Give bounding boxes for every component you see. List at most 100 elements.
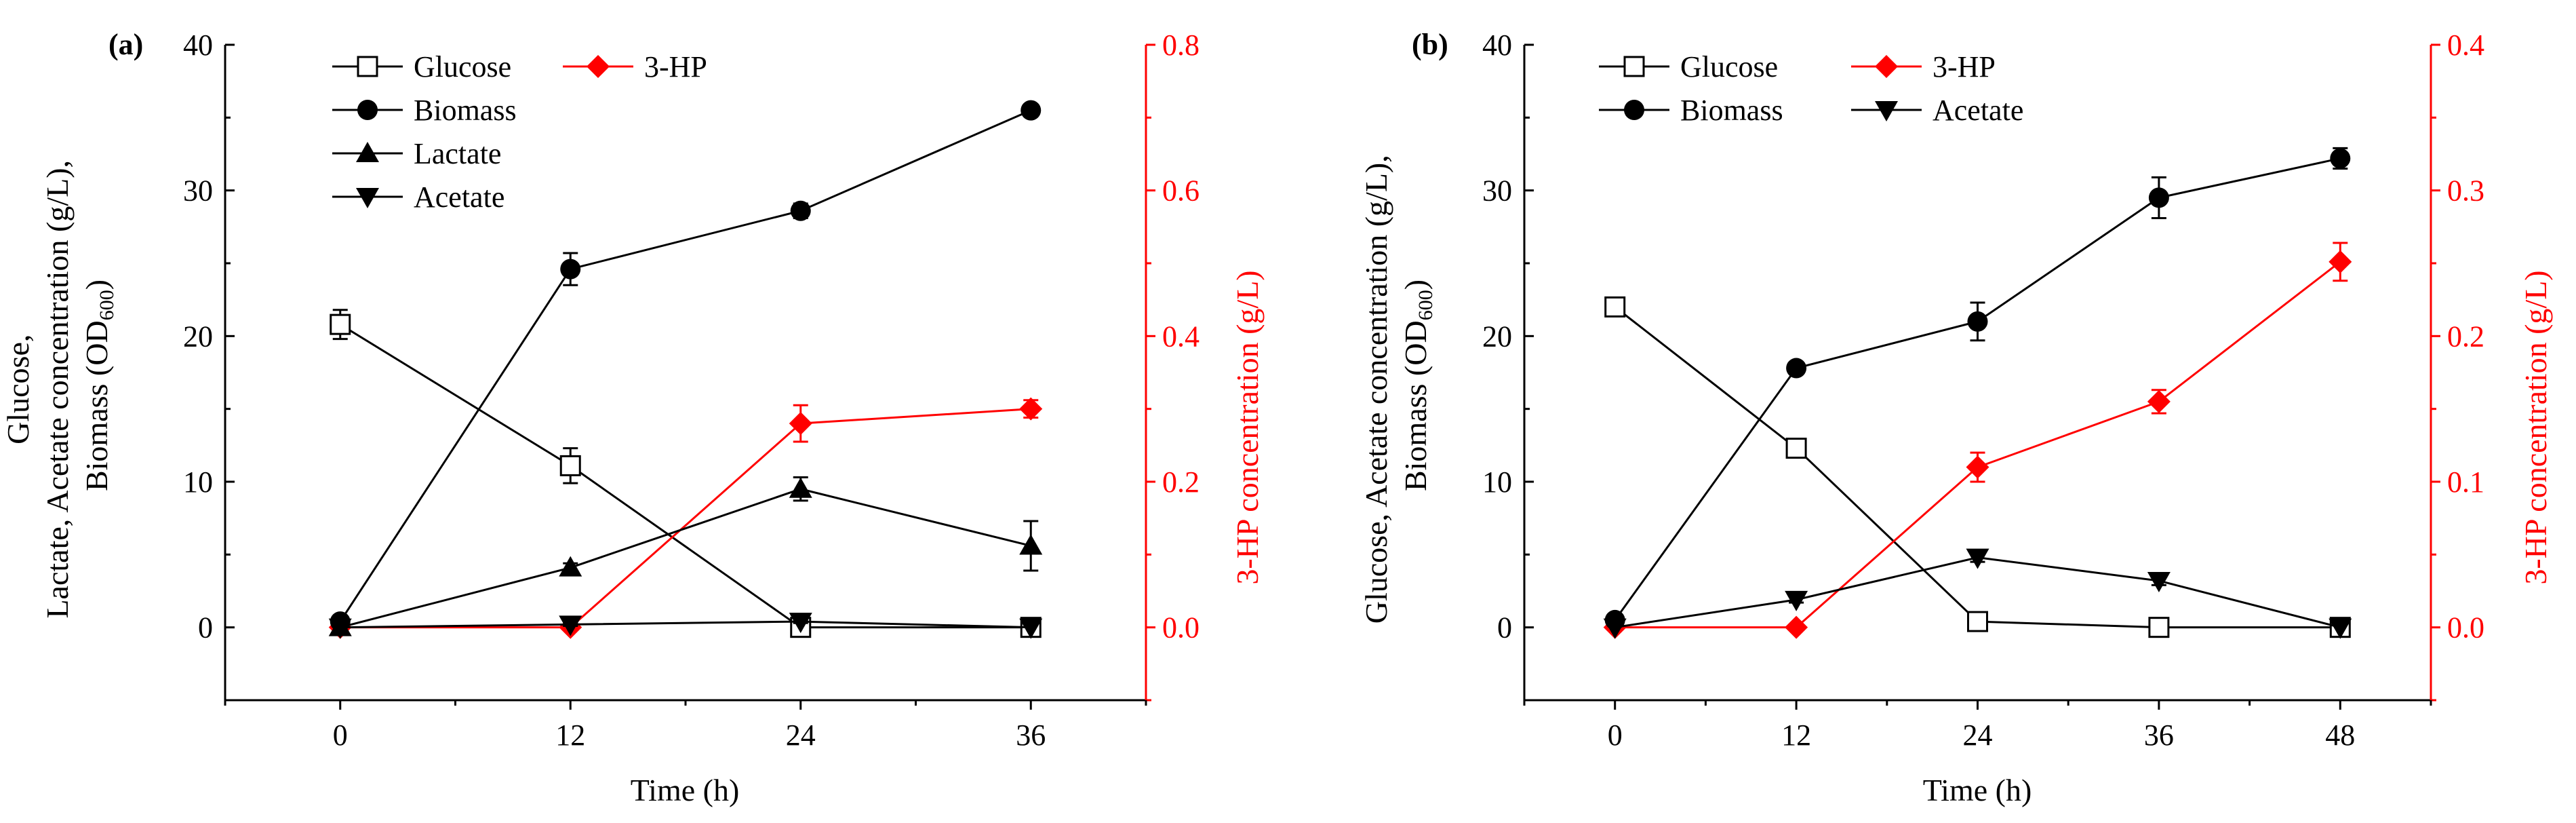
glucose-point-b <box>1785 438 1807 459</box>
glucose-point-b <box>1967 611 1988 632</box>
legend-glucose-marker-b <box>1623 56 1645 77</box>
acetate-point-b <box>2147 571 2171 592</box>
biomass-point-b <box>2330 148 2351 169</box>
y-axis-label-b-line2: Biomass (OD <box>1398 320 1433 491</box>
y2-tick-label-a: 0.8 <box>1162 28 1200 62</box>
y2-tick-label-a: 0.4 <box>1162 320 1200 353</box>
lactate-point-a <box>559 556 582 577</box>
panel-b: (b) Time (h) 3-HP concentration (g/L) Gl… <box>1359 28 2553 807</box>
y2-tick-label-b: 0.1 <box>2447 465 2484 499</box>
lactate-point-a <box>789 477 812 498</box>
legend-biomass-marker-b <box>1624 100 1644 120</box>
y-tick-label-a: 0 <box>198 611 213 645</box>
glucose-point-b <box>1604 296 1626 318</box>
legend-acetate-marker-a <box>356 188 379 208</box>
glucose-line-a <box>339 323 1031 629</box>
biomass-point-a <box>1021 100 1042 121</box>
y-axis-label-a-line3: Biomass (OD <box>79 320 114 491</box>
legend-lactate-marker-a <box>356 142 379 162</box>
x-tick-label-a: 24 <box>786 719 816 752</box>
legend-glucose-marker-a <box>357 56 378 77</box>
y-tick-label-b: 0 <box>1497 611 1512 645</box>
y-tick-label-b: 10 <box>1482 465 1512 499</box>
y-tick-label-a: 20 <box>183 320 213 353</box>
y2-tick-label-a: 0.6 <box>1162 174 1200 208</box>
y-tick-label-a: 40 <box>183 28 213 62</box>
legend-acetate-label-b: Acetate <box>1933 94 2023 127</box>
3-hp-point-b <box>2147 389 2171 413</box>
acetate-point-b <box>2329 618 2352 639</box>
3-hp-point-b <box>1785 615 1808 639</box>
glucose-point-b <box>2148 617 2170 638</box>
biomass-point-b <box>2148 187 2169 208</box>
y-axis-label-b-line1: Glucose, Acetate concentration (g/L), <box>1359 155 1393 624</box>
lactate-line-a <box>340 488 1031 629</box>
biomass-point-a <box>790 200 811 221</box>
3-hp-point-b <box>1966 455 1989 479</box>
acetate-point-b <box>1603 618 1627 639</box>
acetate-point-a <box>559 615 582 636</box>
legend-biomass-label-a: Biomass <box>414 94 517 127</box>
x-tick-label-a: 12 <box>555 719 585 752</box>
acetate-point-a <box>789 613 812 634</box>
y-axis-label-a-subscript: 600 <box>96 290 118 320</box>
y2-tick-label-b: 0.3 <box>2447 174 2484 208</box>
y2-axis-label-b: 3-HP concentration (g/L) <box>2518 270 2553 584</box>
biomass-line-a <box>339 109 1031 622</box>
y-axis-label-a-close: ) <box>79 280 114 290</box>
y2-tick-label-a: 0.0 <box>1162 611 1200 645</box>
x-tick-label-a: 36 <box>1016 719 1046 752</box>
x-tick-label-b: 24 <box>1963 719 1993 752</box>
x-tick-label-a: 0 <box>333 719 348 752</box>
y-axis-label-a: Glucose, Lactate, Acetate concentration … <box>1 152 118 618</box>
y-tick-label-a: 30 <box>183 174 213 208</box>
biomass-point-b <box>1786 358 1807 379</box>
acetate-line-a <box>340 620 1031 629</box>
3-hp-line-a <box>340 408 1031 629</box>
legend-3-hp-label-a: 3-HP <box>644 50 707 83</box>
3-hp-point-a <box>1019 397 1043 421</box>
y2-tick-label-b: 0.4 <box>2447 28 2484 62</box>
x-axis-label-a: Time (h) <box>631 773 740 807</box>
x-tick-label-b: 12 <box>1781 719 1811 752</box>
x-tick-label-b: 0 <box>1608 719 1623 752</box>
3-hp-point-a <box>789 412 812 436</box>
y-tick-label-a: 10 <box>183 465 213 499</box>
glucose-point-a <box>330 313 351 335</box>
acetate-point-b <box>1966 548 1989 569</box>
y-axis-label-b: Glucose, Acetate concentration (g/L), Bi… <box>1359 147 1437 624</box>
y-tick-label-b: 30 <box>1482 174 1512 208</box>
legend-3-hp-marker-a <box>587 55 610 78</box>
legend-glucose-label-a: Glucose <box>414 50 511 83</box>
legend-acetate-label-a: Acetate <box>414 180 504 214</box>
panel-a: (a) Time (h) 3-HP concentration (g/L) Gl… <box>1 28 1265 807</box>
y2-tick-label-b: 0.2 <box>2447 320 2484 353</box>
acetate-point-b <box>1785 590 1808 611</box>
x-axis-label-b: Time (h) <box>1923 773 2032 807</box>
y2-axis-label-a: 3-HP concentration (g/L) <box>1230 270 1265 584</box>
legend-biomass-marker-a <box>357 100 378 120</box>
x-tick-label-b: 36 <box>2144 719 2174 752</box>
biomass-point-b <box>1967 311 1988 332</box>
legend-glucose-label-b: Glucose <box>1680 50 1778 83</box>
acetate-point-a <box>1019 618 1043 639</box>
legend-3-hp-label-b: 3-HP <box>1933 50 1996 83</box>
legend-biomass-label-b: Biomass <box>1680 94 1783 127</box>
panel-label-b: (b) <box>1412 28 1448 61</box>
y-axis-label-b-subscript: 600 <box>1414 290 1437 320</box>
glucose-point-a <box>559 455 581 476</box>
legend-3-hp-marker-b <box>1875 55 1898 78</box>
y-tick-label-b: 20 <box>1482 320 1512 353</box>
legend-acetate-marker-b <box>1875 101 1898 121</box>
acetate-point-a <box>328 618 352 639</box>
legend-lactate-label-a: Lactate <box>414 137 501 170</box>
y-tick-label-b: 40 <box>1482 28 1512 62</box>
3-hp-point-b <box>2329 250 2352 273</box>
y-axis-label-a-line2: Lactate, Acetate concentration (g/L), <box>40 160 75 619</box>
y2-tick-label-b: 0.0 <box>2447 611 2484 645</box>
lactate-point-a <box>1019 534 1043 555</box>
y2-tick-label-a: 0.2 <box>1162 465 1200 499</box>
x-tick-label-b: 48 <box>2325 719 2355 752</box>
biomass-point-a <box>560 259 581 280</box>
